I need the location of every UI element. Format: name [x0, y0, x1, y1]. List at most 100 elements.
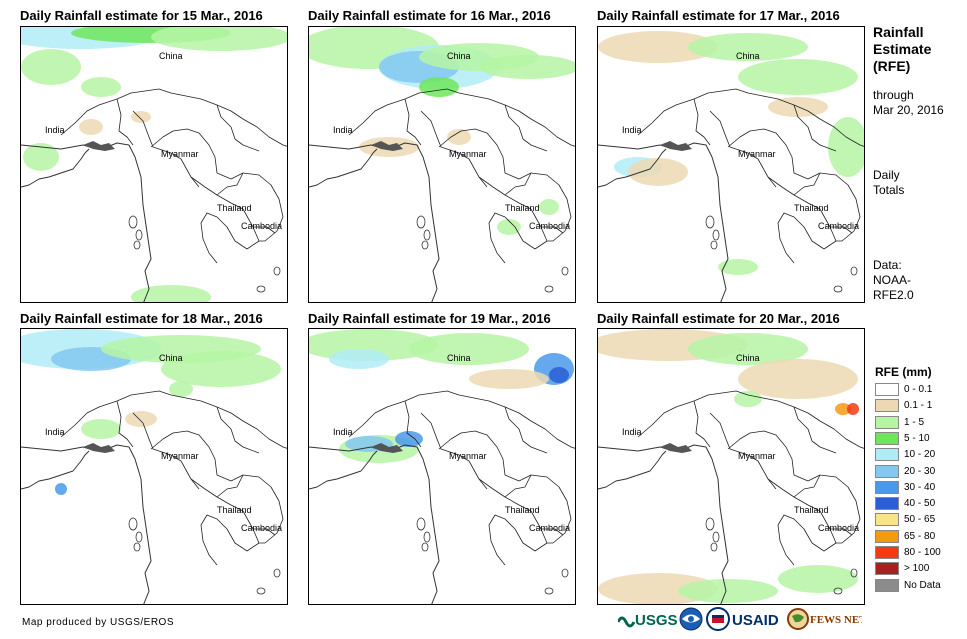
panel-title-19: Daily Rainfall estimate for 19 Mar., 201…	[308, 311, 551, 326]
boundary-line	[541, 528, 564, 536]
boundary-line	[309, 450, 378, 490]
data-source-line2: RFE2.0	[873, 288, 914, 302]
place-label-myanmar: Myanmar	[738, 451, 776, 461]
legend-label: 20 - 30	[904, 465, 936, 477]
panel-title-18: Daily Rainfall estimate for 18 Mar., 201…	[20, 311, 263, 326]
legend-label: No Data	[904, 579, 941, 591]
rfe-heading: Rainfall Estimate (RFE)	[873, 24, 958, 75]
boundary-line	[807, 172, 861, 242]
legend-swatch	[875, 529, 899, 543]
legend-label: 0 - 0.1	[904, 384, 933, 395]
boundary-line	[420, 412, 488, 490]
island-outline	[712, 229, 720, 241]
usgs-wave-icon: USGS	[616, 612, 678, 629]
legend-label: 5 - 10	[904, 432, 930, 444]
legend-item: 0.1 - 1	[875, 399, 965, 414]
boundary-line	[438, 128, 520, 180]
legend-swatch	[875, 497, 899, 511]
boundary-line	[518, 474, 572, 544]
fewsnet-globe-icon: FEWS NET	[787, 608, 867, 630]
daily-label: Daily	[873, 168, 900, 182]
place-label-thailand: Thailand	[505, 203, 540, 213]
island-outline	[273, 266, 281, 276]
boundary-line	[21, 148, 90, 188]
legend-item: 0 - 0.1	[875, 383, 965, 398]
legend-swatch	[875, 399, 899, 413]
boundary-line	[253, 226, 276, 234]
island-outline	[710, 542, 718, 552]
boundary-line	[709, 110, 777, 188]
island-outline	[712, 531, 720, 543]
place-label-myanmar: Myanmar	[449, 451, 487, 461]
rainfall-map-15: China India Myanmar Thailand Cambodia	[20, 26, 288, 303]
no-data-area	[83, 141, 115, 151]
place-label-cambodia: Cambodia	[818, 523, 860, 533]
rainfall-area	[688, 333, 808, 365]
island-outline	[128, 517, 138, 531]
boundary-line	[793, 406, 837, 454]
rainfall-area	[161, 351, 281, 387]
rainfall-area	[329, 349, 389, 369]
boundary-line	[793, 474, 821, 498]
map-credit: Map produced by USGS/EROS	[22, 617, 175, 628]
rainfall-area	[169, 381, 193, 397]
rainfall-area	[125, 411, 157, 427]
panel-title-16: Daily Rainfall estimate for 16 Mar., 201…	[308, 8, 551, 23]
legend-swatch	[875, 431, 899, 445]
rainfall-area	[447, 129, 471, 145]
data-source: Data: NOAA- RFE2.0	[873, 258, 963, 303]
rainfall-area	[131, 285, 211, 302]
rainfall-area	[835, 403, 851, 415]
rainfall-area	[81, 77, 121, 97]
rainfall-area	[688, 33, 808, 61]
data-label: Data:	[873, 258, 902, 272]
island-outline	[833, 285, 843, 293]
rainfall-area	[469, 369, 549, 389]
boundary-line	[216, 104, 260, 152]
island-outline	[833, 587, 843, 595]
legend-swatch	[875, 480, 899, 494]
place-label-thailand: Thailand	[794, 203, 829, 213]
rainfall-map-17: China India Myanmar Thailand Cambodia	[597, 26, 865, 303]
place-label-india: India	[333, 125, 353, 135]
no-data-area	[371, 443, 403, 453]
place-label-india: India	[45, 427, 65, 437]
rainfall-map-19: China India Myanmar Thailand Cambodia	[308, 328, 576, 605]
rainfall-area	[131, 111, 151, 123]
island-outline	[850, 568, 858, 578]
end-date: Mar 20, 2016	[873, 103, 944, 117]
boundary-line	[253, 528, 276, 536]
place-label-china: China	[159, 51, 183, 61]
island-outline	[273, 568, 281, 578]
boundary-line	[767, 478, 837, 566]
legend-label: > 100	[904, 563, 930, 575]
rainfall-map-18: China India Myanmar Thailand Cambodia	[20, 328, 288, 605]
island-outline	[561, 266, 569, 276]
legend-item: 10 - 20	[875, 448, 965, 463]
usaid-seal-icon: USAID	[706, 607, 779, 631]
boundary-line	[438, 430, 520, 482]
legend-swatch	[875, 383, 899, 396]
island-outline	[421, 542, 429, 552]
island-outline	[128, 215, 138, 229]
panel-title-17: Daily Rainfall estimate for 17 Mar., 201…	[597, 8, 840, 23]
island-outline	[710, 240, 718, 250]
boundary-line	[230, 474, 284, 544]
island-outline	[416, 215, 426, 229]
place-label-china: China	[159, 353, 183, 363]
island-outline	[416, 517, 426, 531]
rainfall-area	[151, 27, 287, 51]
usgs-text: USGS	[635, 612, 678, 629]
boundary-line	[504, 474, 532, 498]
no-data-area	[371, 141, 403, 151]
noaa-seal-icon	[679, 607, 703, 631]
boundary-line	[309, 142, 440, 302]
boundary-line	[132, 110, 200, 188]
place-label-china: China	[736, 51, 760, 61]
legend-item: 40 - 50	[875, 497, 965, 512]
legend-swatch	[875, 546, 899, 559]
island-outline	[705, 517, 715, 531]
boundary-line	[637, 390, 759, 438]
legend-item: No Data	[875, 578, 965, 594]
rainfall-area	[479, 55, 575, 79]
